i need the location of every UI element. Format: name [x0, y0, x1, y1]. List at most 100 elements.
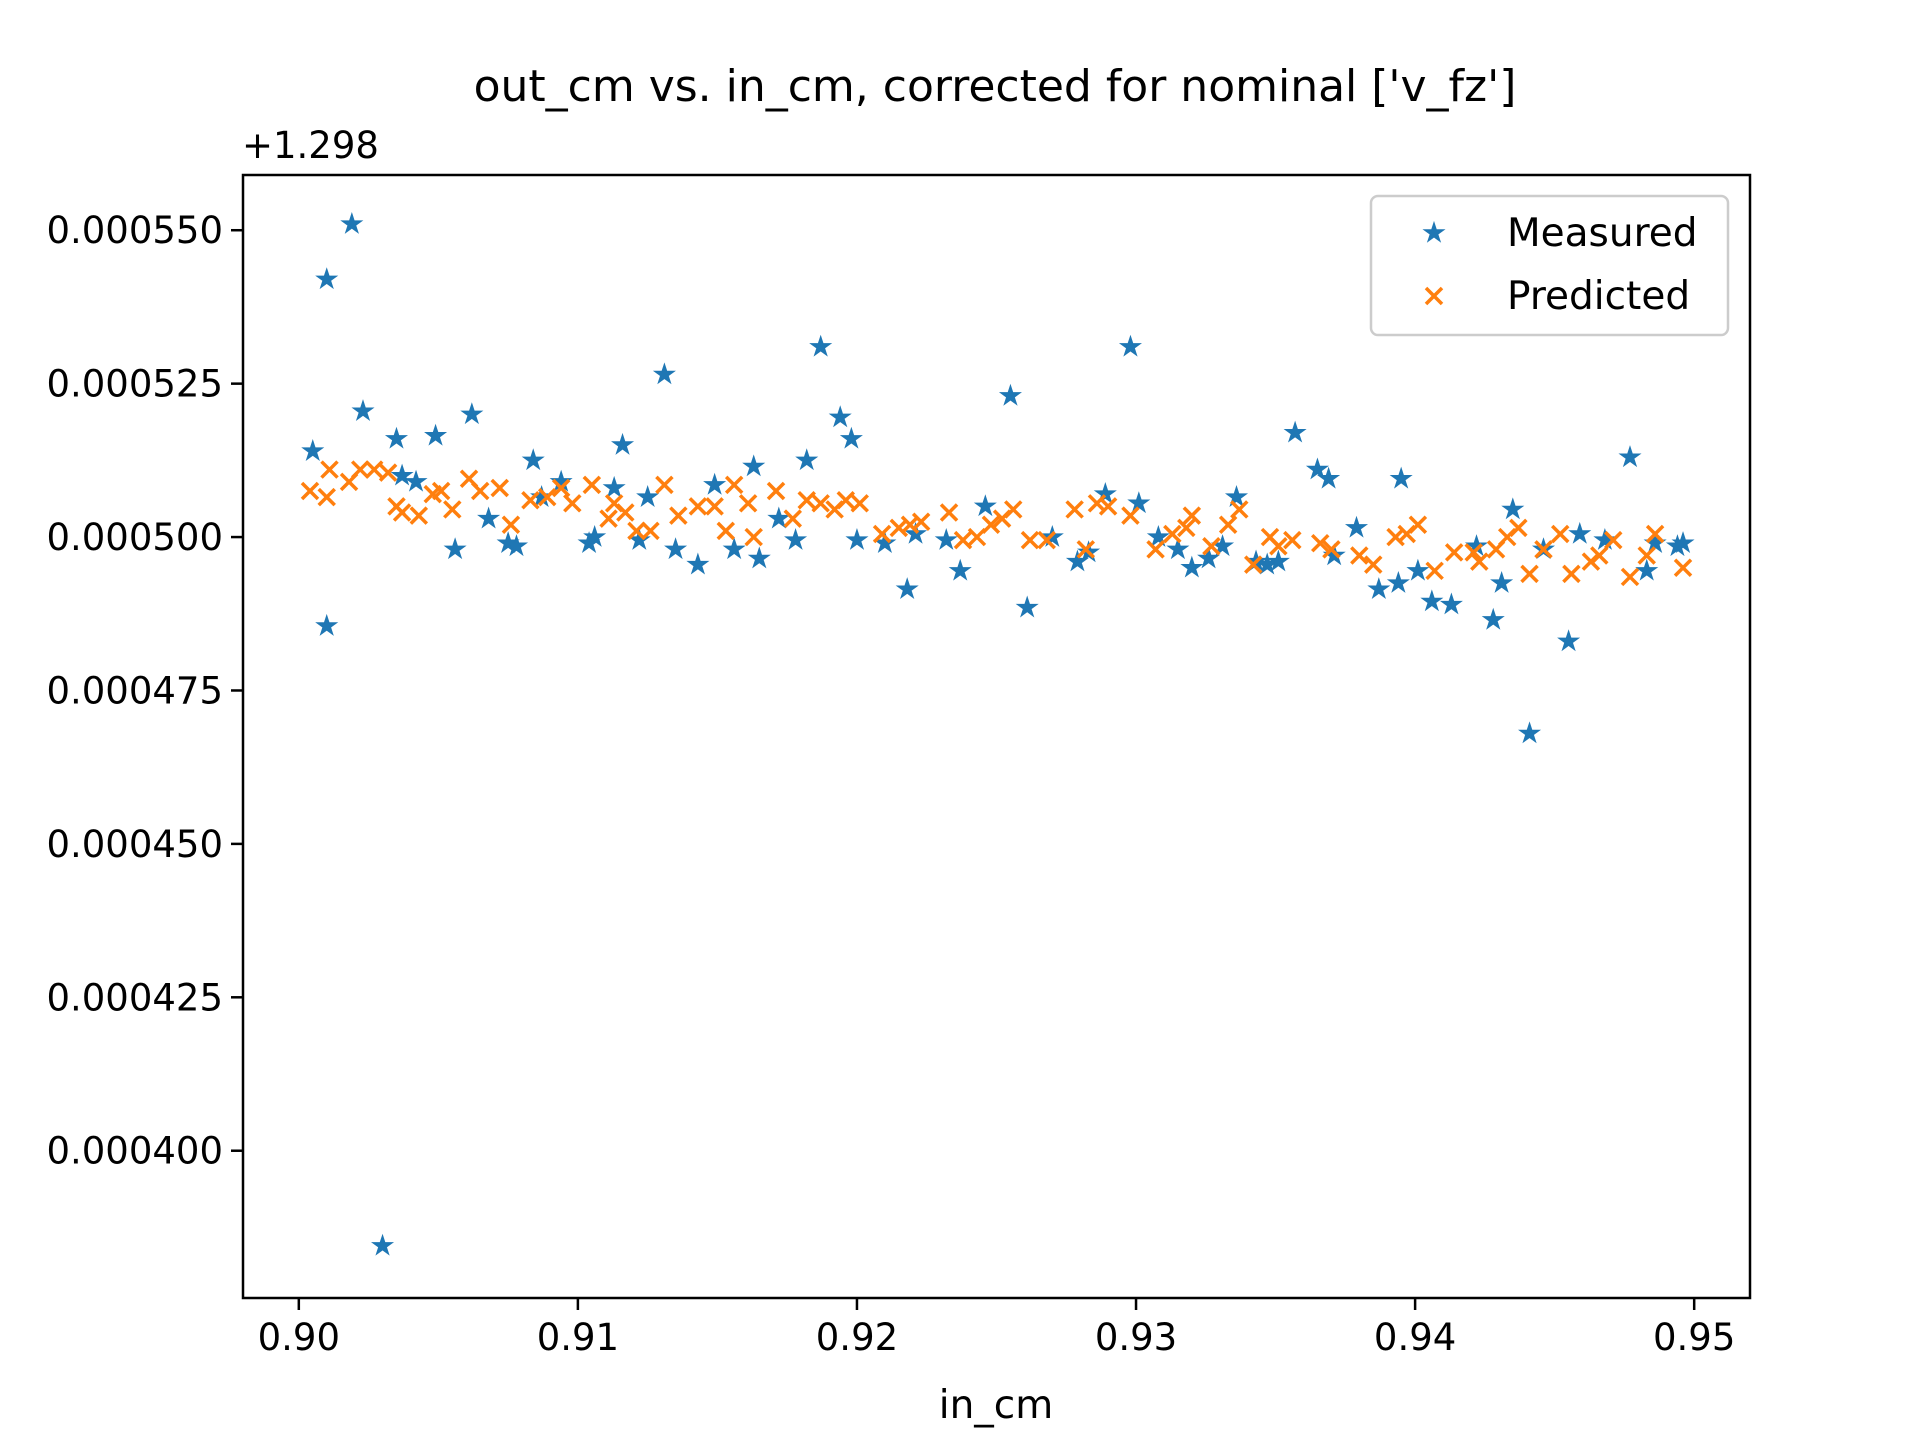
- data-point-measured: [371, 1233, 395, 1256]
- data-point-predicted: [1350, 546, 1369, 565]
- data-point-measured: [904, 521, 928, 544]
- data-point-predicted-stroke: [716, 521, 736, 541]
- data-point-predicted: [889, 518, 909, 538]
- data-point-predicted-stroke: [582, 475, 602, 495]
- data-point-predicted-stroke: [1520, 564, 1539, 584]
- data-point-predicted-stroke: [551, 478, 571, 498]
- data-point-predicted-stroke: [744, 527, 763, 547]
- data-point-predicted-stroke: [783, 509, 803, 528]
- data-point-predicted: [1076, 540, 1096, 559]
- data-point-measured: [1266, 549, 1290, 572]
- data-point-predicted-stroke: [627, 521, 646, 541]
- data-point-predicted: [364, 460, 384, 479]
- y-axis-offset-label: +1.298: [242, 124, 379, 167]
- data-point-predicted: [501, 515, 521, 535]
- data-point-predicted-stroke: [378, 463, 398, 482]
- data-point-measured: [1305, 457, 1329, 480]
- data-point-predicted-stroke: [953, 530, 973, 550]
- data-point-measured: [1501, 497, 1525, 520]
- data-point-predicted-stroke: [1645, 524, 1665, 544]
- data-point-measured: [301, 439, 325, 461]
- legend-star-marker: [1422, 220, 1446, 243]
- data-point-predicted-stroke: [1550, 524, 1570, 544]
- data-point-measured: [1420, 589, 1444, 612]
- data-point-predicted: [1590, 546, 1609, 565]
- data-point-predicted: [797, 491, 816, 510]
- data-point-measured: [521, 448, 545, 471]
- data-point-predicted: [655, 475, 674, 495]
- data-point-predicted: [1509, 518, 1528, 538]
- data-point-measured: [1481, 607, 1505, 630]
- legend-marker-predicted: [1424, 286, 1444, 306]
- data-point-predicted: [1364, 555, 1383, 574]
- data-point-predicted-stroke: [1364, 555, 1383, 574]
- data-point-measured: [477, 506, 501, 529]
- data-point-measured: [636, 485, 660, 507]
- data-point-predicted-stroke: [1269, 537, 1288, 556]
- data-point-predicted-stroke: [705, 497, 724, 516]
- data-point-predicted: [490, 478, 509, 498]
- data-point-predicted: [705, 497, 724, 516]
- data-point-predicted: [1004, 500, 1023, 519]
- data-point-predicted: [1065, 500, 1084, 519]
- data-point-measured: [1618, 445, 1642, 468]
- data-point-measured: [784, 528, 808, 550]
- data-point-measured: [652, 362, 676, 385]
- data-point-predicted-stroke: [688, 497, 708, 516]
- data-point-predicted-stroke: [1202, 537, 1221, 556]
- data-point-measured: [504, 534, 529, 557]
- data-point-predicted: [1550, 524, 1570, 544]
- data-point-measured: [443, 537, 467, 560]
- data-point-predicted-stroke: [1177, 518, 1196, 538]
- data-point-predicted-stroke: [1098, 497, 1118, 516]
- data-point-measured: [1093, 481, 1117, 504]
- data-point-predicted-stroke: [459, 469, 479, 488]
- data-point-measured: [1283, 420, 1307, 443]
- data-point-predicted: [1470, 552, 1489, 571]
- data-point-predicted: [1177, 518, 1196, 538]
- data-point-predicted: [1020, 530, 1040, 550]
- data-point-predicted: [850, 494, 869, 513]
- data-point-predicted: [783, 509, 803, 528]
- data-point-predicted: [1464, 543, 1483, 562]
- data-point-predicted: [724, 475, 744, 495]
- data-point-measured: [424, 423, 448, 446]
- data-point-predicted: [744, 527, 763, 547]
- data-point-predicted-stroke: [604, 494, 624, 513]
- data-point-predicted-stroke: [1037, 530, 1056, 550]
- data-point-measured: [686, 552, 710, 575]
- data-point-predicted-stroke: [1020, 530, 1040, 550]
- data-point-predicted: [1087, 494, 1107, 513]
- x-tick-label: 0.92: [816, 1316, 898, 1359]
- y-tick-label: 0.000450: [46, 823, 223, 866]
- data-point-measured: [1406, 558, 1430, 581]
- data-point-predicted-stroke: [1444, 543, 1464, 562]
- data-point-predicted-stroke: [1163, 524, 1182, 544]
- data-point-predicted-stroke: [1283, 530, 1302, 550]
- data-point-predicted: [811, 494, 830, 513]
- data-point-predicted-stroke: [797, 491, 816, 510]
- data-point-measured: [351, 399, 375, 422]
- data-point-predicted: [409, 506, 429, 525]
- data-point-measured: [998, 383, 1022, 406]
- data-point-predicted-stroke: [738, 494, 758, 513]
- data-point-predicted-stroke: [1076, 540, 1096, 559]
- data-point-measured: [845, 528, 869, 550]
- data-point-predicted: [1645, 524, 1665, 544]
- y-tick-label: 0.000475: [46, 669, 223, 712]
- data-point-predicted-stroke: [1121, 506, 1140, 525]
- data-point-predicted: [1283, 530, 1302, 550]
- data-point-measured: [390, 463, 414, 486]
- data-point-predicted: [1637, 546, 1656, 565]
- y-tick-label: 0.000500: [46, 516, 223, 559]
- data-point-predicted-stroke: [1464, 543, 1483, 562]
- data-point-predicted: [766, 481, 786, 501]
- data-point-predicted: [582, 475, 602, 495]
- data-point-predicted: [1182, 506, 1202, 525]
- data-point-predicted-stroke: [470, 481, 490, 501]
- legend-label-measured: Measured: [1507, 211, 1698, 256]
- data-point-measured: [722, 537, 746, 560]
- data-point-predicted: [443, 500, 462, 519]
- data-point-predicted: [1386, 527, 1405, 547]
